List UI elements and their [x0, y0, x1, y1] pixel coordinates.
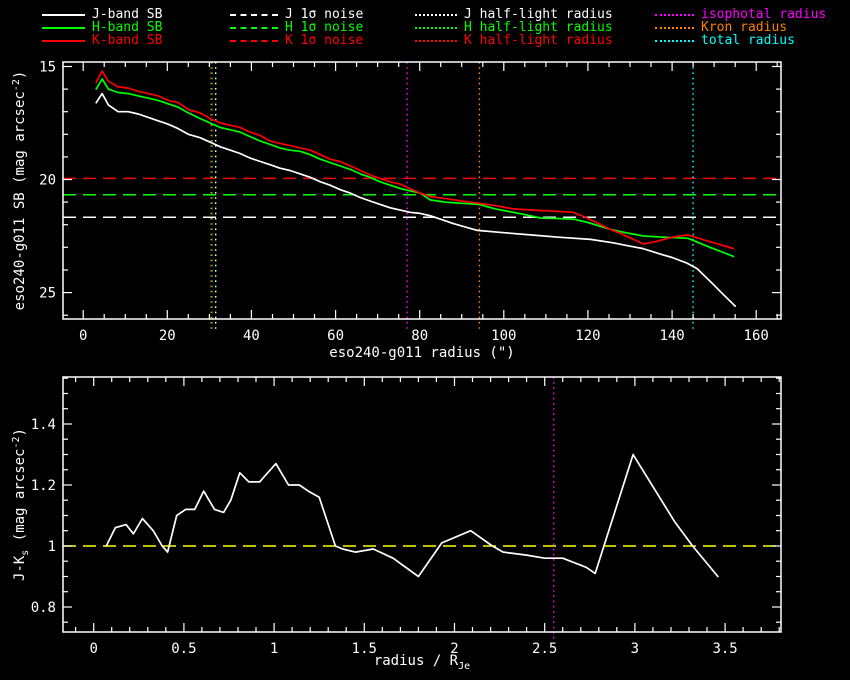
j-noise-swatch [230, 13, 278, 16]
x-tick-label: 1 [270, 641, 278, 657]
y-tick-label: 25 [39, 286, 56, 302]
x-tick-label: 80 [411, 328, 428, 344]
h-band-sb-label: H-band SB [92, 20, 163, 35]
y-axis-label: J-Ks (mag arcsec-2) [11, 428, 31, 581]
k-band-sb-curve [95, 70, 735, 250]
x-axis-label: radius / RJe [374, 653, 470, 672]
total-radius-swatch [655, 39, 694, 42]
y-tick-label: 1.4 [31, 417, 56, 433]
h-band-sb-swatch [42, 26, 85, 29]
j-half-light-swatch [415, 13, 457, 16]
color-profile-panel: 0 0.5 1 1.5 2 2.5 3 3.5 0.8 1 1.2 1.4 radius / RJe J-… [11, 376, 782, 672]
x-tick-label: 2 [450, 641, 458, 657]
legend-column-band-sb: J-band SB H-band SB K-band SB [42, 8, 162, 47]
kron-radius-label: Kron radius [701, 20, 788, 35]
legend-column-noise: J 1σ noise H 1σ noise K 1σ noise [230, 8, 363, 47]
x-tick-label: 0 [79, 328, 87, 344]
y-tick-label: 1.2 [31, 478, 56, 494]
j-band-sb-label: J-band SB [92, 7, 163, 22]
legend-item-k-noise: K 1σ noise [230, 34, 363, 47]
j-band-sb-curve [95, 92, 737, 307]
y-tick-label: 20 [39, 173, 56, 189]
k-noise-swatch [230, 39, 278, 42]
isophotal-radius-label: isophotal radius [701, 7, 827, 22]
x-tick-label: 1.5 [352, 641, 377, 657]
y-axis-label: eso240-g011 SB (mag arcsec-2) [11, 71, 28, 311]
k-band-sb-label: K-band SB [92, 33, 163, 48]
legend-item-isophotal-radius: isophotal radius [655, 8, 826, 21]
legend-item-kron-radius: Kron radius [655, 21, 826, 34]
x-tick-label: 3 [631, 641, 639, 657]
x-tick-label: 20 [159, 328, 176, 344]
axes-frame [62, 376, 782, 633]
legend-item-j-half-light: J half-light radius [415, 8, 613, 21]
x-axis-label: eso240-g011 radius (") [329, 345, 514, 361]
legend-column-half-light: J half-light radius H half-light radius … [415, 8, 613, 47]
legend-item-j-band-sb: J-band SB [42, 8, 162, 21]
y-tick-label: 15 [39, 60, 56, 76]
k-noise-label: K 1σ noise [285, 33, 364, 48]
x-tick-label: 0.5 [171, 641, 196, 657]
h-half-light-label: H half-light radius [464, 20, 613, 35]
k-band-sb-swatch [42, 39, 85, 42]
legend-item-total-radius: total radius [655, 34, 826, 47]
kron-radius-swatch [655, 26, 694, 29]
x-tick-label: 0 [89, 641, 97, 657]
h-noise-swatch [230, 26, 278, 29]
legend-column-radii: isophotal radius Kron radius total radiu… [655, 8, 826, 47]
h-band-sb-curve [95, 78, 735, 258]
x-tick-label: 3.5 [712, 641, 737, 657]
h-half-light-swatch [415, 26, 457, 29]
k-half-light-swatch [415, 39, 457, 42]
x-tick-label: 140 [659, 328, 684, 344]
legend-item-h-noise: H 1σ noise [230, 21, 363, 34]
j-ks-color-curve [105, 453, 719, 578]
j-band-sb-swatch [42, 13, 85, 16]
axes-frame [62, 61, 782, 320]
j-half-light-label: J half-light radius [464, 7, 613, 22]
sb-profile-panel: 0 20 40 60 80 100 120 140 160 15 20 25 eso240-g011 r… [11, 60, 782, 361]
legend-item-j-noise: J 1σ noise [230, 8, 363, 21]
legend: J-band SB H-band SB K-band SB J 1σ noise… [0, 8, 850, 56]
y-tick-label: 0.8 [31, 600, 56, 616]
h-noise-label: H 1σ noise [285, 20, 364, 35]
total-radius-label: total radius [701, 33, 795, 48]
y-tick-label: 1 [48, 539, 56, 555]
legend-item-k-band-sb: K-band SB [42, 34, 162, 47]
legend-item-h-half-light: H half-light radius [415, 21, 613, 34]
x-tick-label: 160 [744, 328, 769, 344]
j-noise-label: J 1σ noise [285, 7, 364, 22]
isophotal-radius-swatch [655, 13, 694, 16]
k-half-light-label: K half-light radius [464, 33, 613, 48]
x-tick-label: 100 [491, 328, 516, 344]
x-tick-label: 2.5 [532, 641, 557, 657]
x-tick-label: 40 [243, 328, 260, 344]
legend-item-k-half-light: K half-light radius [415, 34, 613, 47]
legend-item-h-band-sb: H-band SB [42, 21, 162, 34]
x-tick-label: 120 [575, 328, 600, 344]
x-tick-label: 60 [327, 328, 344, 344]
